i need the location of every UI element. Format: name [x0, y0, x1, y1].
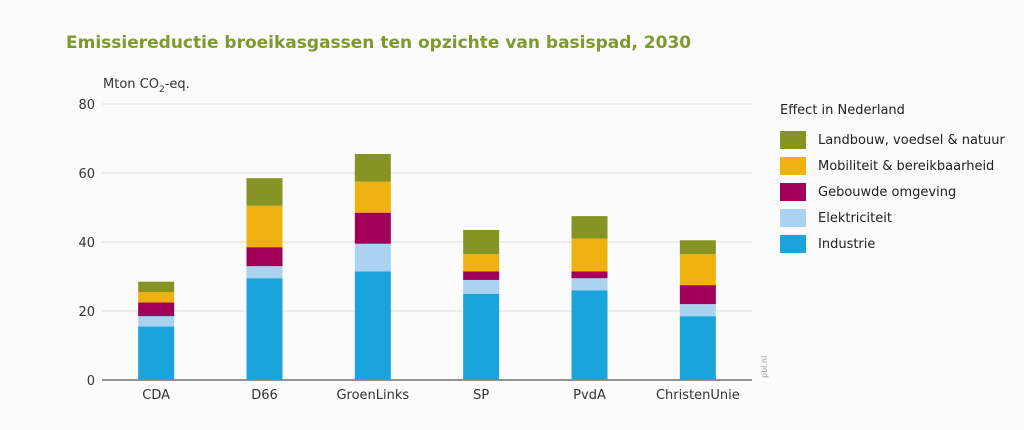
x-category-label: CDA: [142, 388, 170, 403]
bar-segment: [571, 278, 608, 291]
bar-segment: [246, 266, 283, 279]
legend-label: Industrie: [818, 236, 876, 252]
x-axis-categories: CDA D66 GroenLinks SP PvdA ChristenUnie: [142, 388, 739, 403]
bar-segment: [679, 304, 716, 317]
y-tick-label: 60: [78, 167, 95, 182]
bar-segment: [138, 292, 175, 303]
bar-segment: [354, 243, 391, 272]
legend-swatch: [780, 131, 806, 149]
legend-items: Landbouw, voedsel & natuur Mobiliteit & b…: [780, 127, 1005, 257]
bar-segment: [463, 279, 500, 294]
y-tick-label: 80: [78, 98, 95, 113]
legend: Effect in Nederland Landbouw, voedsel & …: [780, 103, 1005, 257]
y-tick-label: 0: [87, 374, 95, 389]
bar-segment: [246, 247, 283, 267]
bar-segment: [571, 290, 608, 380]
bar-segment: [246, 278, 283, 380]
legend-swatch: [780, 209, 806, 227]
bar-segment: [354, 212, 391, 244]
y-axis-label-main: Mton CO: [103, 77, 159, 92]
bar-segment: [138, 281, 175, 293]
y-axis-label-suffix: -eq.: [165, 77, 190, 92]
bar-segment: [679, 254, 716, 286]
legend-label: Landbouw, voedsel & natuur: [818, 132, 1005, 148]
y-tick-label: 40: [78, 236, 95, 251]
legend-item: Mobiliteit & bereikbaarheid: [780, 153, 1005, 179]
bar-segment: [571, 216, 608, 239]
bar-segment: [679, 240, 716, 255]
x-category-label: PvdA: [573, 388, 606, 403]
legend-item: Industrie: [780, 231, 1005, 257]
bar-segment: [354, 271, 391, 380]
chart-title: Emissiereductie broeikasgassen ten opzic…: [66, 33, 692, 53]
x-category-label: GroenLinks: [336, 388, 409, 403]
bar-segment: [463, 254, 500, 272]
bar-segment: [571, 238, 608, 272]
bar-segment: [463, 293, 500, 380]
gridlines: [102, 103, 752, 381]
bar-segment: [354, 154, 391, 182]
x-category-label: SP: [473, 388, 489, 403]
legend-item: Elektriciteit: [780, 205, 1005, 231]
bar-segment: [463, 229, 500, 255]
legend-title: Effect in Nederland: [780, 103, 905, 118]
y-axis-label-subscript: 2: [159, 85, 165, 95]
bar-segment: [354, 181, 391, 213]
y-tick-label: 20: [78, 305, 95, 320]
bar-segment: [679, 316, 716, 380]
legend-label: Mobiliteit & bereikbaarheid: [818, 158, 995, 174]
bar-segment: [138, 326, 175, 380]
bar-segment: [246, 205, 283, 248]
bar-segment: [463, 271, 500, 280]
bar-segment: [246, 178, 283, 206]
bar-segment: [138, 302, 175, 317]
x-category-label: D66: [251, 388, 278, 403]
bars: [138, 154, 716, 380]
legend-swatch: [780, 157, 806, 175]
legend-label: Elektriciteit: [818, 210, 892, 226]
y-axis-ticks: 0 20 40 60 80: [78, 98, 95, 389]
y-axis-label: Mton CO2-eq.: [103, 77, 190, 95]
legend-swatch: [780, 183, 806, 201]
legend-item: Gebouwde omgeving: [780, 179, 1005, 205]
bar-segment: [138, 316, 175, 327]
source-credit: pbl.nl: [760, 356, 769, 378]
bar-segment: [679, 285, 716, 305]
x-category-label: ChristenUnie: [656, 388, 740, 403]
legend-swatch: [780, 235, 806, 253]
legend-item: Landbouw, voedsel & natuur: [780, 127, 1005, 153]
legend-label: Gebouwde omgeving: [818, 184, 957, 200]
bar-segment: [571, 271, 608, 279]
